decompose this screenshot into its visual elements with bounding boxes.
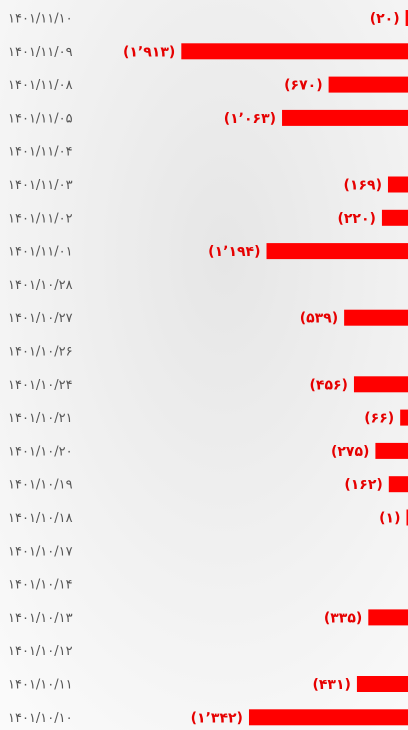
y-tick-label: ۱۴۰۱/۱۱/۰۹ xyxy=(8,45,73,60)
y-tick-label: ۱۴۰۱/۱۰/۲۶ xyxy=(8,345,73,360)
y-tick-label: ۱۴۰۱/۱۰/۲۷ xyxy=(8,311,73,326)
value-label: (۱٬۰۶۳) xyxy=(224,111,276,127)
bar xyxy=(382,210,408,226)
value-label: (۱٬۹۱۳) xyxy=(123,44,175,60)
y-tick-label: ۱۴۰۱/۱۱/۰۳ xyxy=(8,178,73,193)
value-label: (۱٬۱۹۴) xyxy=(208,244,260,260)
bar xyxy=(375,443,408,459)
value-label: (۲۲۰) xyxy=(337,211,375,227)
bar xyxy=(388,177,408,193)
y-tick-label: ۱۴۰۱/۱۱/۱۰ xyxy=(8,12,73,27)
bar xyxy=(267,243,408,259)
bar xyxy=(368,609,408,625)
y-tick-label: ۱۴۰۱/۱۰/۱۲ xyxy=(8,644,73,659)
bar xyxy=(344,310,408,326)
value-label: (۵۳۹) xyxy=(300,311,338,327)
y-tick-label: ۱۴۰۱/۱۰/۱۳ xyxy=(8,611,73,626)
y-tick-label: ۱۴۰۱/۱۰/۱۸ xyxy=(8,511,73,526)
value-label: (۶۶) xyxy=(364,411,394,427)
bar xyxy=(329,77,408,93)
y-tick-label: ۱۴۰۱/۱۰/۲۸ xyxy=(8,278,73,293)
bar xyxy=(354,376,408,392)
y-tick-label: ۱۴۰۱/۱۰/۱۱ xyxy=(8,678,73,693)
page: {"chart_data": {"type": "hbar", "categor… xyxy=(0,0,408,730)
value-label: (۱۶۲) xyxy=(344,477,382,493)
value-label: (۱۶۹) xyxy=(344,178,382,194)
value-label: (۱) xyxy=(379,511,400,527)
y-tick-label: ۱۴۰۱/۱۱/۰۵ xyxy=(8,111,73,126)
bar xyxy=(181,43,408,59)
value-label: (۲۷۵) xyxy=(331,444,369,460)
value-label: (۱٬۳۴۲) xyxy=(191,710,243,726)
value-label: (۲۰) xyxy=(370,11,400,27)
y-tick-label: ۱۴۰۱/۱۱/۰۴ xyxy=(8,145,73,160)
bar xyxy=(249,709,408,725)
y-tick-label: ۱۴۰۱/۱۰/۲۴ xyxy=(8,378,73,393)
bar xyxy=(357,676,408,692)
y-tick-label: ۱۴۰۱/۱۱/۰۱ xyxy=(8,245,73,260)
value-label: (۴۳۱) xyxy=(312,677,350,693)
bar xyxy=(400,410,408,426)
y-tick-label: ۱۴۰۱/۱۱/۰۸ xyxy=(8,78,73,93)
y-tick-label: ۱۴۰۱/۱۰/۱۷ xyxy=(8,544,73,559)
y-tick-label: ۱۴۰۱/۱۰/۱۴ xyxy=(8,578,73,593)
bar xyxy=(282,110,408,126)
value-label: (۴۵۶) xyxy=(310,377,348,393)
value-label: (۳۳۵) xyxy=(324,610,362,626)
chart: ۱۴۰۱/۱۱/۱۰ (۲۰) ۱۴۰۱/۱۱/۰۹ (۱٬۹۱۳) ۱۴۰۱/۱۱/۰… xyxy=(0,0,408,730)
y-tick-label: ۱۴۰۱/۱۰/۱۹ xyxy=(8,478,73,493)
y-tick-label: ۱۴۰۱/۱۰/۲۰ xyxy=(8,444,73,459)
y-tick-label: ۱۴۰۱/۱۰/۱۰ xyxy=(8,711,73,726)
y-tick-label: ۱۴۰۱/۱۱/۰۲ xyxy=(8,211,73,226)
bar xyxy=(389,476,408,492)
y-tick-label: ۱۴۰۱/۱۰/۲۱ xyxy=(8,411,73,426)
value-label: (۶۷۰) xyxy=(284,78,322,94)
